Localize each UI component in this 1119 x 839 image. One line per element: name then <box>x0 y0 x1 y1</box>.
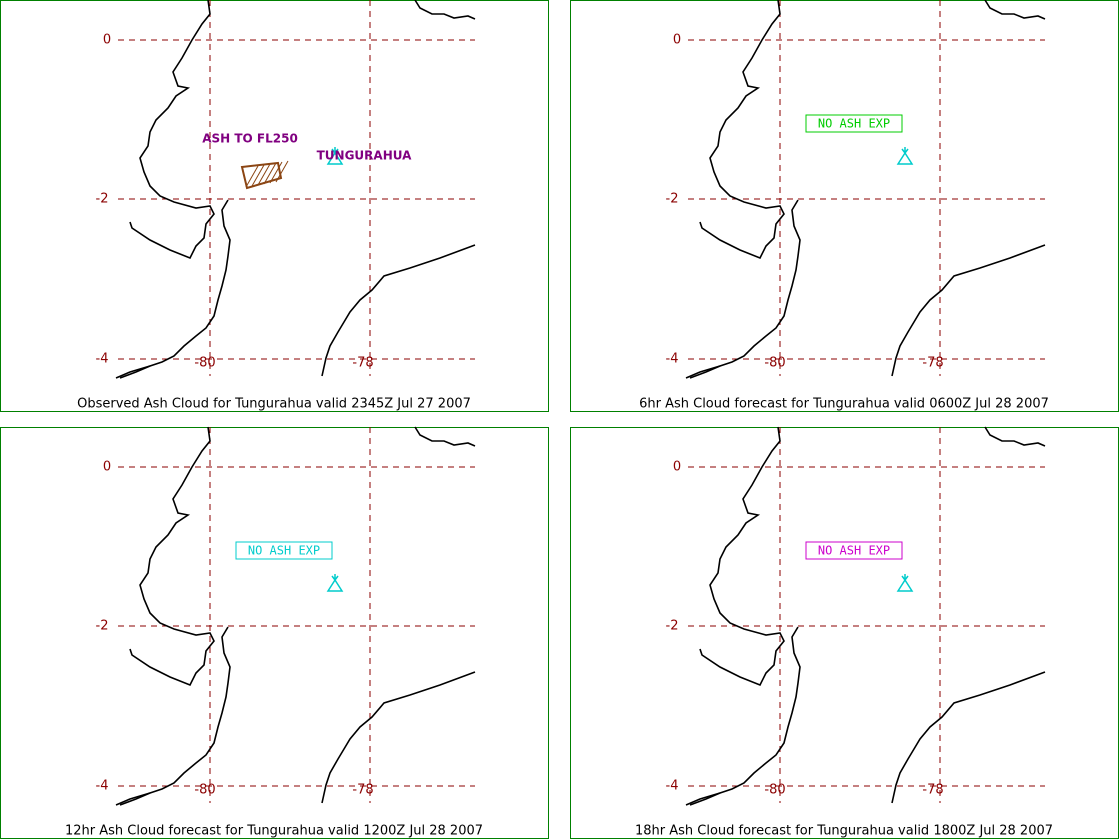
coastline <box>984 0 1046 20</box>
coastline <box>321 671 476 804</box>
lon-label: -78 <box>922 356 943 371</box>
note-box <box>805 114 903 133</box>
panel-caption: 12hr Ash Cloud forecast for Tungurahua v… <box>65 824 483 839</box>
coastline <box>321 244 476 377</box>
lon-label: -80 <box>764 356 785 371</box>
panel-border <box>0 427 549 839</box>
lat-label: -2 <box>96 619 109 634</box>
ash-hatch <box>251 164 265 187</box>
coastline <box>129 426 215 687</box>
lat-label: 0 <box>103 460 111 475</box>
lon-label: -80 <box>764 783 785 798</box>
lat-label: -2 <box>96 192 109 207</box>
map-panel: 0 -2 -4 -80 -78 ASH TO FL250 TUNGURAHUA Observe… <box>0 0 549 412</box>
lon-label: -78 <box>352 356 373 371</box>
ash-hatch <box>257 163 271 186</box>
coastline <box>891 244 1046 377</box>
lat-label: 0 <box>103 33 111 48</box>
panel-border <box>570 0 1119 412</box>
coastline <box>119 626 231 806</box>
panel-border <box>570 427 1119 839</box>
lat-label: -4 <box>96 779 109 794</box>
lon-label: -78 <box>352 783 373 798</box>
lon-label: -80 <box>194 356 215 371</box>
panel-caption: 18hr Ash Cloud forecast for Tungurahua v… <box>635 824 1053 839</box>
no-ash-note: NO ASH EXP <box>818 544 890 558</box>
coastline <box>699 0 785 260</box>
ash-hatch <box>269 161 283 184</box>
ash-hatch <box>245 165 259 188</box>
coastline <box>115 792 151 806</box>
lon-label: -78 <box>922 783 943 798</box>
lat-label: -2 <box>666 619 679 634</box>
lat-label: -4 <box>96 352 109 367</box>
ash-hatch <box>275 160 289 183</box>
note-box <box>805 541 903 560</box>
no-ash-note: NO ASH EXP <box>818 117 890 131</box>
coastline <box>689 199 801 379</box>
coastline <box>685 792 721 806</box>
coastline <box>414 0 476 20</box>
lon-label: -80 <box>194 783 215 798</box>
coastline <box>119 199 231 379</box>
coastline <box>685 365 721 379</box>
lat-label: -4 <box>666 779 679 794</box>
coastline <box>115 365 151 379</box>
coastline <box>414 426 476 447</box>
lat-label: -2 <box>666 192 679 207</box>
lat-label: 0 <box>673 33 681 48</box>
map-panel: 0 -2 -4 -80 -78 NO ASH EXP 18hr Ash Cloud fore… <box>570 426 1119 839</box>
panel-caption: Observed Ash Cloud for Tungurahua valid … <box>77 397 471 412</box>
volcano-symbol <box>326 574 344 592</box>
coastline <box>984 426 1046 447</box>
coastline <box>699 426 785 687</box>
volcano-symbol <box>326 147 344 165</box>
volcano-symbol <box>896 574 914 592</box>
coastline <box>129 0 215 260</box>
ash-hatch <box>263 162 277 185</box>
panel-border <box>0 0 549 412</box>
map-panel: 0 -2 -4 -80 -78 NO ASH EXP 6hr Ash Cloud forec… <box>570 0 1119 412</box>
coastline <box>689 626 801 806</box>
lat-label: -4 <box>666 352 679 367</box>
ash-cloud <box>240 161 283 190</box>
no-ash-note: NO ASH EXP <box>248 544 320 558</box>
ash-label: ASH TO FL250 <box>202 132 298 146</box>
volcano-symbol <box>896 147 914 165</box>
coastline <box>891 671 1046 804</box>
note-box <box>235 541 333 560</box>
map-panel: 0 -2 -4 -80 -78 NO ASH EXP 12hr Ash Cloud fore… <box>0 426 549 839</box>
lat-label: 0 <box>673 460 681 475</box>
panel-caption: 6hr Ash Cloud forecast for Tungurahua va… <box>639 397 1049 412</box>
volcano-label: TUNGURAHUA <box>317 149 413 163</box>
